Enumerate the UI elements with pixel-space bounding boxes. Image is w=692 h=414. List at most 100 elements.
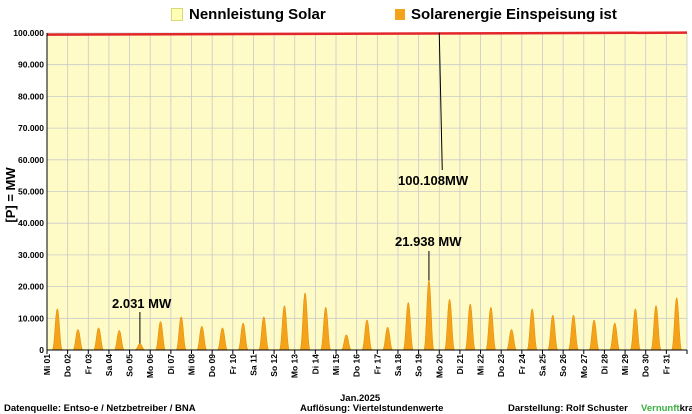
x-tick-label-5: So 05	[125, 354, 135, 377]
solar-peak-14	[320, 306, 332, 351]
x-tick-label-9: Do 09	[207, 354, 217, 377]
capacity-line-layer	[46, 31, 688, 36]
x-tick-label-16: Do 16	[352, 354, 362, 377]
y-tick-label-9: 90.000	[18, 60, 44, 70]
annotations: 100.108MW 21.938 MW 2.031 MW	[112, 32, 469, 344]
x-tick-label-29: Mi 29	[620, 354, 630, 376]
solar-peak-3	[93, 327, 105, 351]
x-tick-label-22: Mi 22	[476, 354, 486, 376]
x-tick-label-28: Di 28	[599, 354, 609, 375]
x-tick-label-6: Mo 06	[145, 354, 155, 378]
x-tick-label-20: Mo 20	[434, 354, 444, 378]
solar-peak-6	[155, 321, 166, 351]
x-tick-label-8: Mi 08	[187, 354, 197, 376]
x-tick-label-13: Mo 13	[290, 354, 300, 378]
solar-peak-10	[237, 322, 249, 351]
capacity-line	[46, 31, 688, 36]
y-tick-label-7: 70.000	[18, 123, 44, 133]
footer-source: Datenquelle: Entso-e / Netzbetreiber / B…	[4, 403, 196, 414]
legend-label-einspeisung: Solarenergie Einspeisung ist	[411, 6, 617, 23]
x-tick-label-15: Mi 15	[331, 354, 341, 376]
footer-brand-black: kraft	[679, 403, 692, 414]
footer-author-text: Darstellung: Rolf Schuster	[508, 403, 628, 414]
solar-peak-28	[609, 322, 621, 351]
solar-peak-30	[650, 305, 662, 351]
solar-peak-7	[175, 316, 187, 351]
y-tick-label-8: 80.000	[18, 91, 44, 101]
solar-peak-18	[402, 302, 414, 351]
y-tick-label-3: 30.000	[18, 250, 44, 260]
solar-peak-9	[217, 327, 228, 351]
x-tick-label-26: So 26	[558, 354, 568, 377]
y-tick-label-0: 0	[39, 345, 44, 355]
solar-peak-20	[444, 299, 455, 351]
chart-legend: Nennleistung Solar Solarenergie Einspeis…	[0, 2, 692, 28]
axes	[46, 33, 688, 354]
solar-peak-13	[299, 292, 311, 351]
x-tick-label-19: So 19	[414, 354, 424, 377]
solar-peak-22	[485, 306, 497, 351]
solar-peak-1	[51, 308, 63, 351]
solar-peak-26	[568, 314, 579, 351]
solar-peak-5	[134, 343, 146, 351]
legend-label-nennleistung: Nennleistung Solar	[189, 6, 326, 23]
x-tick-label-18: Sa 18	[393, 354, 403, 376]
y-tick-labels: 0 10.000 20.000 30.000 40.000 50.000 60.000 70.…	[13, 28, 44, 355]
legend-item-nennleistung: Nennleistung Solar	[171, 6, 326, 23]
solar-peak-12	[279, 305, 290, 351]
solar-peak-23	[506, 329, 517, 351]
solar-peak-11	[258, 316, 270, 351]
y-tick-label-1: 10.000	[18, 313, 44, 323]
y-tick-label-2: 20.000	[18, 282, 44, 292]
solar-peak-29	[629, 308, 641, 351]
footer-author: Darstellung: Rolf Schuster Vernunftkraft	[508, 403, 692, 414]
x-tick-label-1: Mi 01	[42, 354, 52, 376]
x-tick-label-7: Di 07	[166, 354, 176, 375]
solar-peak-31	[671, 297, 683, 351]
footer-resolution: Auflösung: Viertelstundenwerte	[300, 403, 444, 414]
x-tick-label-17: Fr 17	[372, 354, 382, 375]
solar-peak-2	[72, 329, 84, 351]
x-tick-label-12: So 12	[269, 354, 279, 377]
solar-peak-21	[464, 303, 476, 351]
grid-lines	[46, 32, 688, 351]
solar-peak-25	[547, 314, 559, 351]
annotation-label-peak-max: 21.938 MW	[395, 234, 462, 249]
y-tick-label-4: 40.000	[18, 218, 44, 228]
annotation-arrow-capacity	[438, 32, 443, 171]
solar-peak-4	[113, 330, 125, 351]
x-tick-labels: Mi 01 Do 02 Fr 03 Sa 04 So 05 Mo 06 Di 07 Mi 08…	[42, 354, 671, 378]
solar-peak-19	[423, 280, 435, 351]
solar-peak-16	[361, 319, 373, 351]
area-series	[51, 280, 683, 351]
x-tick-label-21: Di 21	[455, 354, 465, 375]
solar-peak-8	[196, 325, 208, 351]
y-tick-label-10: 100.000	[13, 28, 44, 38]
x-tick-label-24: Fr 24	[517, 354, 527, 375]
x-tick-label-3: Fr 03	[83, 354, 93, 375]
solar-peak-27	[588, 319, 600, 351]
y-axis-label: [P] = MW	[3, 167, 18, 223]
x-tick-label-10: Fr 10	[228, 354, 238, 375]
annotation-label-peak-min: 2.031 MW	[112, 296, 172, 311]
x-tick-label-14: Di 14	[310, 354, 320, 375]
legend-swatch-nennleistung	[171, 8, 183, 21]
y-tick-label-5: 50.000	[18, 187, 44, 197]
y-tick-label-6: 60.000	[18, 155, 44, 165]
legend-item-einspeisung: Solarenergie Einspeisung ist	[395, 6, 617, 23]
x-tick-label-27: Mo 27	[579, 354, 589, 378]
solar-peak-17	[382, 326, 394, 351]
x-tick-label-25: Sa 25	[537, 354, 547, 376]
x-tick-label-11: Sa 11	[248, 354, 258, 376]
solar-peak-15	[340, 334, 352, 351]
x-tick-label-30: Do 30	[641, 354, 651, 377]
annotation-label-capacity: 100.108MW	[398, 173, 469, 188]
legend-swatch-einspeisung	[395, 9, 405, 20]
x-tick-label-31: Fr 31	[661, 354, 671, 375]
x-tick-label-4: Sa 04	[104, 354, 114, 376]
x-tick-label-23: Do 23	[496, 354, 506, 377]
x-axis-title: Jan.2025	[340, 393, 381, 404]
x-tick-label-2: Do 02	[63, 354, 73, 377]
footer-brand-green: Vernunft	[641, 403, 680, 414]
